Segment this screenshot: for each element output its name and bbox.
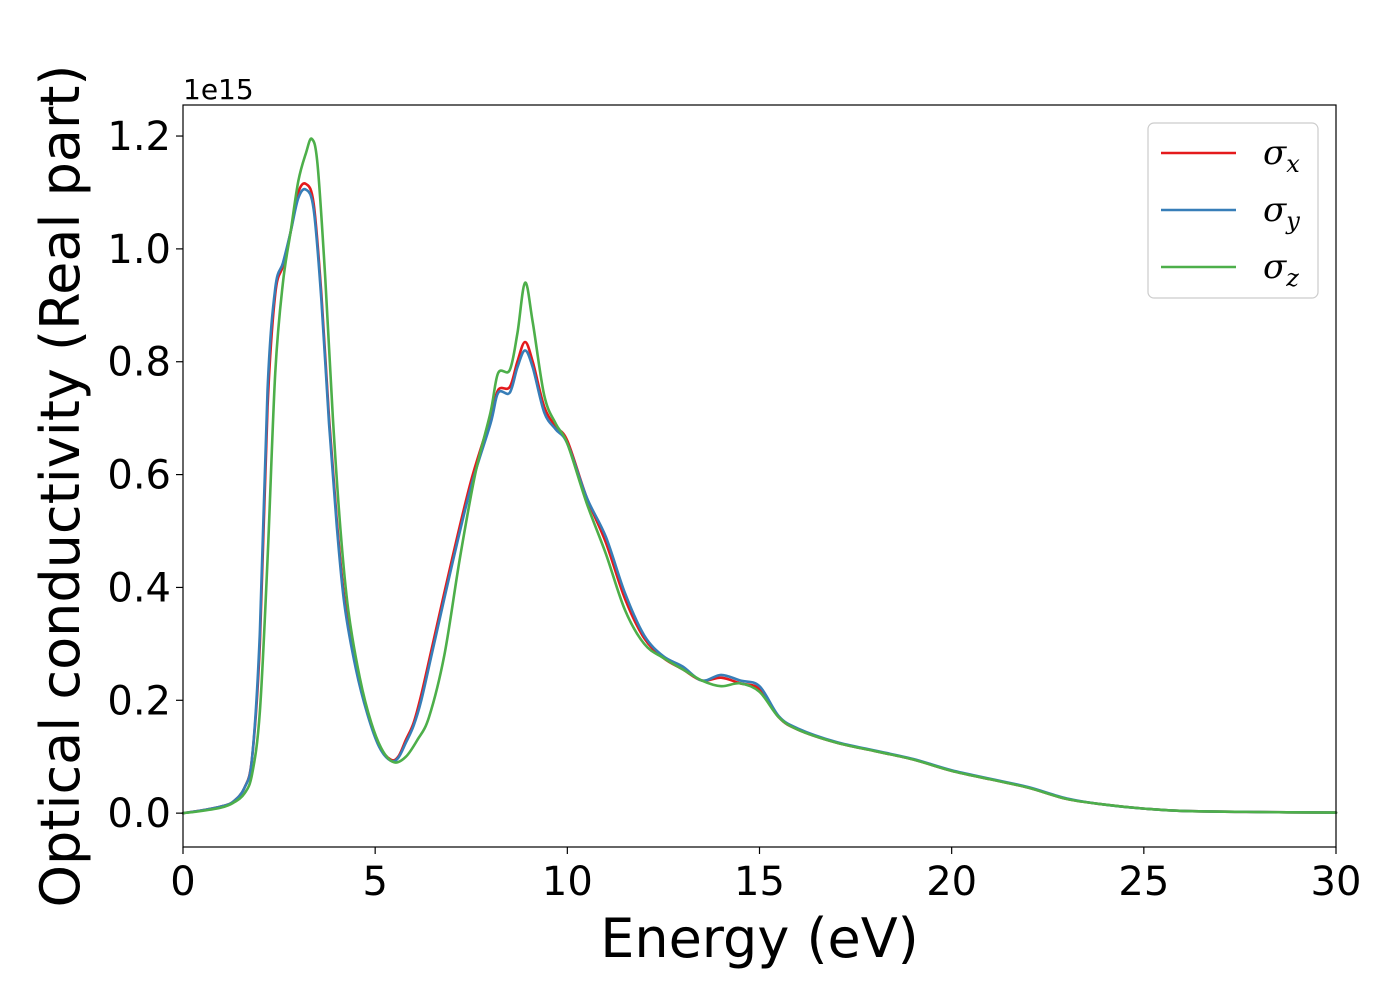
- x-tick-label: 25: [1118, 859, 1169, 905]
- y-tick-label: 1.2: [107, 114, 171, 160]
- legend-entry-y: σy: [1161, 190, 1300, 235]
- x-axis-label: Energy (eV): [600, 907, 919, 970]
- x-tick-label: 0: [170, 859, 195, 905]
- x-tick-label: 5: [362, 859, 387, 905]
- legend-label-base: σ: [1263, 247, 1287, 287]
- y-axis-label: Optical conductivity (Real part): [29, 65, 92, 908]
- x-tick-label: 30: [1311, 859, 1362, 905]
- x-axis: 0 5 10 15 20 25 30: [170, 847, 1361, 905]
- legend-entry-x: σx: [1161, 133, 1300, 178]
- series-layer: [181, 137, 1338, 815]
- legend-label-subscript: x: [1286, 150, 1300, 178]
- legend-label-base: σ: [1263, 190, 1287, 230]
- y-tick-label: 0.2: [107, 678, 171, 724]
- legend-label-subscript: z: [1285, 264, 1299, 292]
- x-tick-label: 20: [926, 859, 977, 905]
- x-tick-label: 15: [734, 859, 785, 905]
- y-tick-label: 0.8: [107, 340, 171, 386]
- legend-label: σx: [1263, 133, 1300, 178]
- y-tick-label: 0.6: [107, 453, 171, 499]
- legend-label: σz: [1263, 247, 1299, 292]
- y-axis: 0.0 0.2 0.4 0.6 0.8 1.0 1.2: [107, 114, 183, 837]
- y-axis-offset-label: 1e15: [183, 73, 254, 106]
- legend-label: σy: [1263, 190, 1300, 235]
- y-tick-label: 1.0: [107, 227, 171, 273]
- x-tick-label: 10: [542, 859, 593, 905]
- y-tick-label: 0.0: [107, 791, 171, 837]
- legend-label-subscript: y: [1285, 207, 1300, 235]
- y-tick-label: 0.4: [107, 565, 171, 611]
- legend-entry-z: σz: [1161, 247, 1299, 292]
- legend-label-base: σ: [1263, 133, 1287, 173]
- series-line-z: [181, 137, 1338, 815]
